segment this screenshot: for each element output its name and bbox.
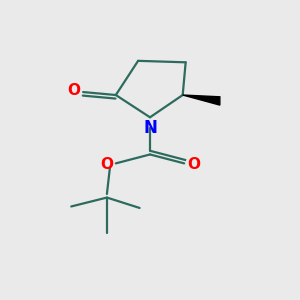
Polygon shape (183, 95, 220, 105)
Text: O: O (67, 83, 80, 98)
Text: O: O (100, 158, 113, 172)
Text: O: O (187, 158, 200, 172)
Text: N: N (143, 119, 157, 137)
